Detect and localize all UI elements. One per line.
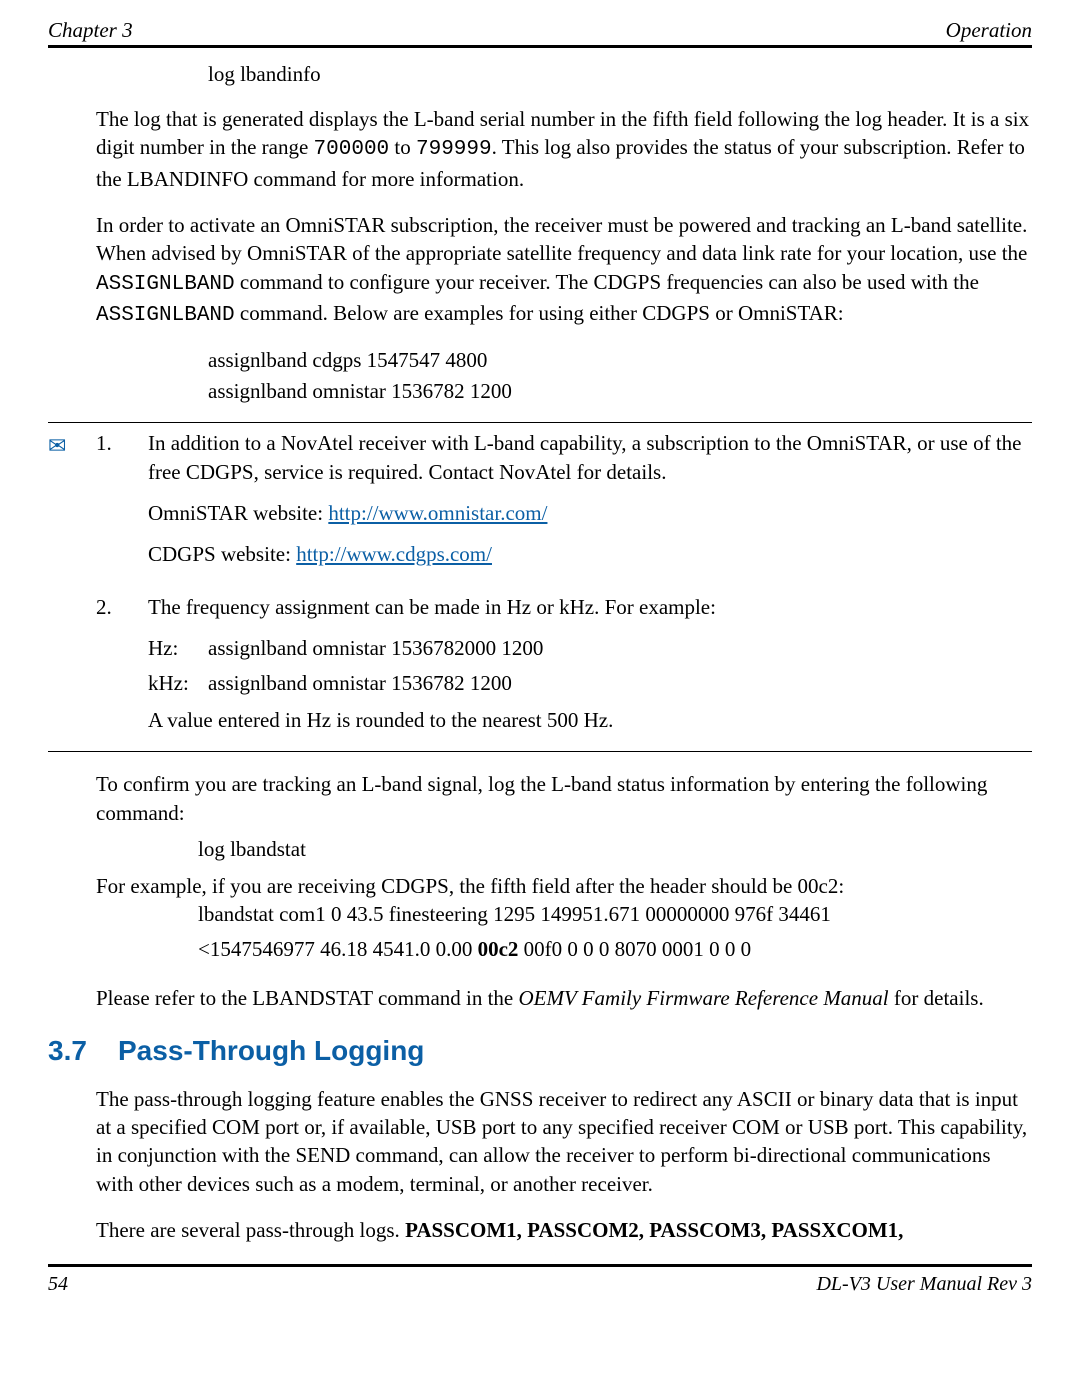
note-box: ✉ 1. In addition to a NovAtel receiver w… [48, 422, 1032, 752]
output-line: <1547546977 46.18 4541.0 0.00 00c2 00f0 … [48, 937, 1032, 962]
note-text: In addition to a NovAtel receiver with L… [148, 429, 1032, 487]
note-item: ✉ 1. In addition to a NovAtel receiver w… [48, 429, 1032, 581]
label: CDGPS website: [148, 542, 296, 566]
text: In order to activate an OmniSTAR subscri… [96, 213, 1027, 265]
note-rule-top [48, 422, 1032, 423]
paragraph: The log that is generated displays the L… [48, 105, 1032, 193]
example-row: kHz: assignlband omnistar 1536782 1200 [148, 669, 1032, 698]
cdgps-link[interactable]: http://www.cdgps.com/ [296, 542, 492, 566]
envelope-icon: ✉ [48, 429, 96, 581]
output-line: lbandstat com1 0 43.5 finesteering 1295 … [48, 902, 1032, 927]
text: to [389, 135, 416, 159]
section-title: Pass-Through Logging [118, 1035, 424, 1066]
note-content: In addition to a NovAtel receiver with L… [148, 429, 1032, 581]
highlight: 00c2 [478, 937, 519, 961]
page-header: Chapter 3 Operation [48, 18, 1032, 43]
website-line: OmniSTAR website: http://www.omnistar.co… [148, 499, 1032, 528]
example-command: assignlband omnistar 1536782 1200 [208, 669, 512, 698]
code-inline: 799999 [416, 138, 492, 161]
example-command: assignlband omnistar 1536782000 1200 [208, 634, 543, 663]
paragraph: Please refer to the LBANDSTAT command in… [48, 984, 1032, 1012]
paragraph: The pass-through logging feature enables… [48, 1085, 1032, 1198]
label: OmniSTAR website: [148, 501, 328, 525]
command-line: log lbandinfo [48, 62, 1032, 87]
paragraph: For example, if you are receiving CDGPS,… [48, 872, 1032, 900]
example-row: Hz: assignlband omnistar 1536782000 1200 [148, 634, 1032, 663]
note-number: 2. [96, 593, 148, 739]
page-footer: 54 DL-V3 User Manual Rev 3 [48, 1273, 1032, 1296]
code-inline: ASSIGNLBAND [96, 304, 235, 327]
note-footnote: A value entered in Hz is rounded to the … [148, 706, 1032, 735]
paragraph: In order to activate an OmniSTAR subscri… [48, 211, 1032, 330]
paragraph: There are several pass-through logs. PAS… [48, 1216, 1032, 1244]
footer-rule [48, 1264, 1032, 1267]
header-left: Chapter 3 [48, 18, 133, 43]
reference-title: OEMV Family Firmware Reference Manual [519, 986, 889, 1010]
text: for details. [889, 986, 984, 1010]
header-rule [48, 45, 1032, 48]
section-number: 3.7 [48, 1035, 118, 1067]
note-text: The frequency assignment can be made in … [148, 593, 1032, 622]
code-inline: 700000 [314, 138, 390, 161]
manual-title: DL-V3 User Manual Rev 3 [816, 1273, 1032, 1296]
text: There are several pass-through logs. [96, 1218, 405, 1242]
command-line: assignlband omnistar 1536782 1200 [48, 379, 1032, 404]
code-inline: ASSIGNLBAND [96, 273, 235, 296]
text: command. Below are examples for using ei… [235, 301, 844, 325]
section-heading: 3.7Pass-Through Logging [48, 1035, 1032, 1067]
text: 00f0 0 0 0 8070 0001 0 0 0 [518, 937, 751, 961]
page-number: 54 [48, 1273, 68, 1296]
header-right: Operation [946, 18, 1032, 43]
command-line: assignlband cdgps 1547547 4800 [48, 348, 1032, 373]
unit-label: kHz: [148, 669, 208, 698]
text: command to configure your receiver. The … [235, 270, 979, 294]
spacer [48, 593, 96, 739]
paragraph: To confirm you are tracking an L-band si… [48, 770, 1032, 827]
page: Chapter 3 Operation log lbandinfo The lo… [0, 0, 1080, 1326]
log-names: PASSCOM1, PASSCOM2, PASSCOM3, PASSXCOM1, [405, 1218, 903, 1242]
note-item: 2. The frequency assignment can be made … [48, 593, 1032, 739]
note-number: 1. [96, 429, 148, 581]
note-content: The frequency assignment can be made in … [148, 593, 1032, 739]
text: Please refer to the LBANDSTAT command in… [96, 986, 519, 1010]
omnistar-link[interactable]: http://www.omnistar.com/ [328, 501, 547, 525]
unit-label: Hz: [148, 634, 208, 663]
text: <1547546977 46.18 4541.0 0.00 [198, 937, 478, 961]
website-line: CDGPS website: http://www.cdgps.com/ [148, 540, 1032, 569]
note-rule-bottom [48, 751, 1032, 752]
command-line: log lbandstat [48, 837, 1032, 862]
